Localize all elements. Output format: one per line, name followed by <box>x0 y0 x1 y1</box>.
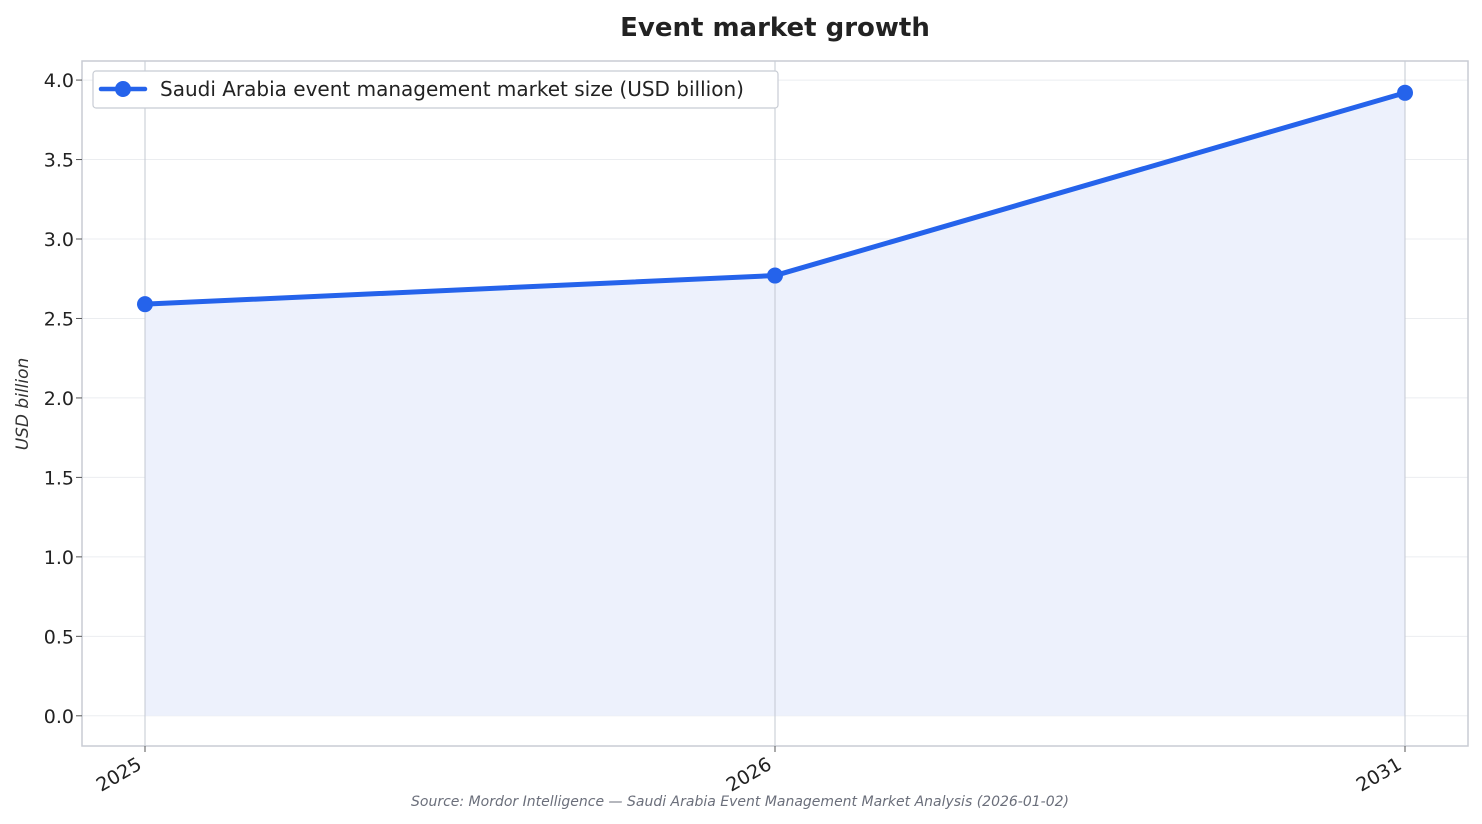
y-axis-label: USD billion <box>13 358 33 451</box>
source-note: Source: Mordor Intelligence — Saudi Arab… <box>411 794 1069 810</box>
data-point <box>1397 84 1413 101</box>
data-point <box>137 296 153 313</box>
y-tick-label: 1.5 <box>44 467 74 489</box>
y-tick-label: 4.0 <box>44 70 74 92</box>
x-tick-label: 2025 <box>93 753 146 796</box>
x-axis-ticks: 2025 2026 2031 <box>93 746 1406 797</box>
y-tick-label: 3.5 <box>44 150 74 172</box>
y-axis-ticks: 0.0 0.5 1.0 1.5 2.0 2.5 3.0 3.5 4.0 <box>44 70 82 728</box>
legend: Saudi Arabia event management market siz… <box>92 70 779 109</box>
y-tick-label: 3.0 <box>44 229 74 251</box>
legend-marker-swatch <box>115 81 131 97</box>
y-tick-label: 1.0 <box>44 547 74 569</box>
legend-entry-label: Saudi Arabia event management market siz… <box>160 77 744 101</box>
y-tick-label: 2.0 <box>44 388 74 410</box>
data-points <box>137 84 1413 313</box>
y-tick-label: 2.5 <box>44 308 74 330</box>
point-drop-lines <box>144 61 1406 746</box>
y-tick-label: 0.5 <box>44 626 74 648</box>
y-tick-label: 0.0 <box>44 706 74 728</box>
x-tick-label: 2026 <box>723 753 776 796</box>
legend-box <box>92 70 779 109</box>
chart-title: Event market growth <box>620 13 930 43</box>
data-point <box>767 267 783 284</box>
x-tick-label: 2031 <box>1353 753 1406 796</box>
